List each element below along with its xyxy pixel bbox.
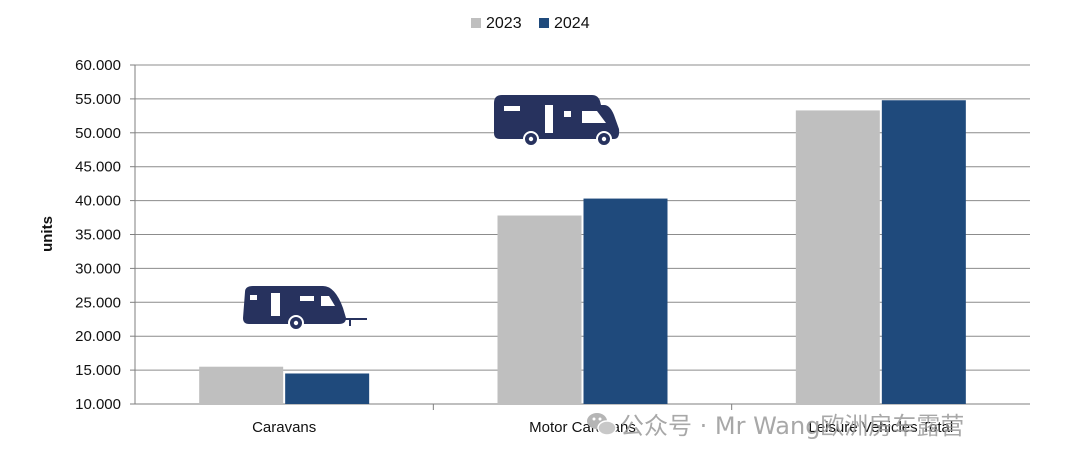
- legend-swatch-2023: [471, 18, 481, 28]
- y-tick-label: 55.000: [75, 91, 121, 108]
- watermark-text: 公众号 · Mr Wang欧洲房车露营: [620, 412, 964, 440]
- legend: 2023 2024: [471, 15, 590, 32]
- y-tick-label: 35.000: [75, 227, 121, 244]
- legend-label-2024: 2024: [554, 15, 590, 32]
- y-tick-label: 45.000: [75, 159, 121, 176]
- bar-2023-caravans: [199, 366, 284, 404]
- bar-2023-leisure-vehicles-total: [795, 110, 880, 405]
- bar-2024-leisure-vehicles-total: [881, 100, 966, 405]
- y-tick-label: 40.000: [75, 193, 121, 210]
- x-axis: [432, 404, 733, 410]
- y-tick-label: 50.000: [75, 125, 121, 142]
- bar-2024-caravans: [285, 373, 370, 404]
- bars: [199, 100, 966, 405]
- y-tick-label: 10.000: [75, 396, 121, 413]
- bar-2024-motor-caravans: [583, 198, 668, 404]
- legend-label-2023: 2023: [486, 15, 522, 32]
- category-label: Leisure Vehicles Total: [808, 419, 953, 436]
- y-axis-ticks: 10.000 15.000 20.000 25.000 30.000 35.000 40.0…: [75, 57, 136, 413]
- y-tick-label: 20.000: [75, 328, 121, 345]
- watermark: 公众号 · Mr Wang欧洲房车露营: [587, 412, 964, 440]
- bar-2023-motor-caravans: [497, 215, 582, 404]
- category-label: Caravans: [252, 419, 316, 436]
- caravan-icon: [243, 286, 367, 331]
- wechat-icon: [587, 413, 617, 436]
- y-tick-label: 15.000: [75, 362, 121, 379]
- y-tick-label: 60.000: [75, 57, 121, 74]
- y-tick-label: 30.000: [75, 260, 121, 277]
- motorhome-icon: [494, 95, 620, 147]
- y-axis-label: units: [39, 216, 56, 252]
- legend-swatch-2024: [539, 18, 549, 28]
- y-tick-label: 25.000: [75, 294, 121, 311]
